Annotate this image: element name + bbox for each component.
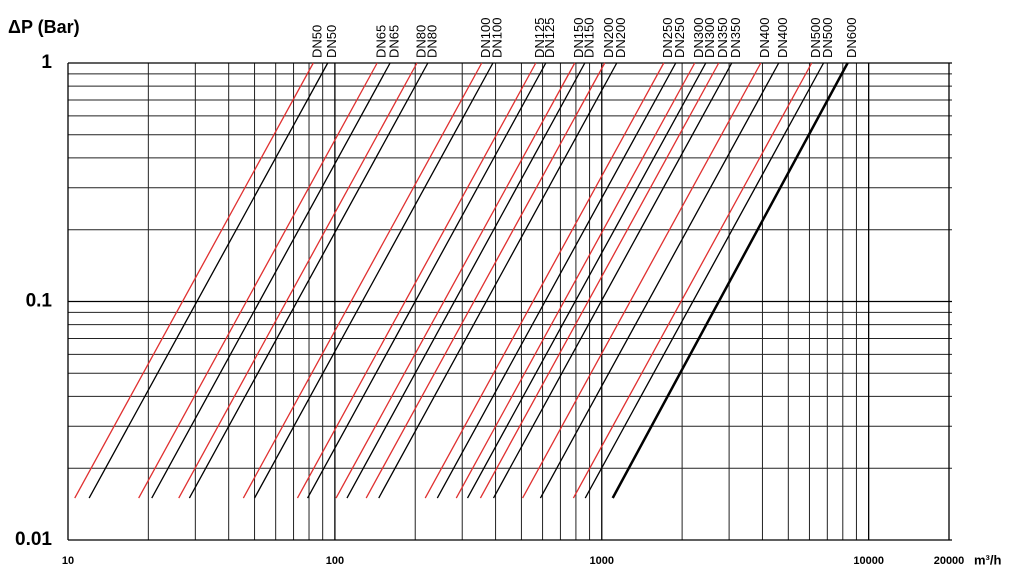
legend-label: DN200: [601, 18, 616, 58]
series-line: [253, 62, 494, 499]
series-line: [572, 62, 813, 499]
series-line: [436, 62, 677, 499]
legend-label: DN250: [672, 18, 687, 58]
series-line: [178, 62, 418, 499]
series-line: [346, 62, 586, 499]
legend-label: DN100: [489, 18, 504, 58]
legend-label: DN300: [691, 18, 706, 58]
legend-label: DN300: [702, 18, 717, 58]
legend-label: DN65: [374, 25, 389, 58]
legend-label: DN50: [310, 25, 325, 58]
x-tick-label: 10: [62, 555, 74, 567]
y-tick-label: 0.01: [15, 529, 52, 550]
legend-label: DN150: [571, 18, 586, 58]
series-line: [479, 62, 720, 499]
series-line: [151, 62, 391, 499]
series-line: [296, 62, 537, 499]
x-tick-label: 20000: [934, 555, 965, 567]
series-line: [584, 62, 825, 499]
y-tick-label: 0.1: [26, 291, 53, 312]
y-tick-label: 1: [41, 52, 52, 73]
legend-label: DN600: [844, 18, 859, 58]
series-line: [365, 62, 606, 499]
series-line: [522, 62, 762, 499]
legend-label: DN500: [808, 18, 823, 58]
legend-label: DN350: [715, 18, 730, 58]
legend-label: DN125: [542, 18, 557, 58]
series-line: [455, 62, 696, 499]
series-line: [378, 62, 618, 499]
legend-label: DN350: [728, 18, 743, 58]
series-line: [335, 62, 576, 499]
x-axis-label: m³/h: [974, 552, 1002, 567]
series-line: [306, 62, 547, 499]
legend-label: DN80: [413, 25, 428, 58]
series-line: [611, 62, 849, 499]
series-line: [424, 62, 665, 499]
legend-label: DN150: [581, 18, 596, 58]
legend-label: DN200: [613, 18, 628, 58]
legend-label: DN80: [424, 25, 439, 58]
legend-label: DN400: [757, 18, 772, 58]
series-line: [242, 62, 483, 499]
legend-label: DN250: [660, 18, 675, 58]
series-line: [539, 62, 780, 499]
series-line: [492, 62, 733, 499]
x-tick-label: 100: [326, 555, 344, 567]
legend-label: DN50: [324, 25, 339, 58]
legend-label: DN125: [532, 18, 547, 58]
x-tick-label: 1000: [590, 555, 614, 567]
series-line: [138, 62, 378, 499]
legend-label: DN100: [478, 18, 493, 58]
series-line: [188, 62, 429, 499]
legend-label: DN500: [820, 18, 835, 58]
series-line: [88, 62, 329, 499]
x-tick-label: 10000: [853, 555, 884, 567]
series-line: [466, 62, 707, 499]
legend-label: DN400: [775, 18, 790, 58]
series-line: [74, 62, 314, 499]
legend-label: DN65: [387, 25, 402, 58]
y-axis-label: ΔP (Bar): [8, 17, 80, 37]
